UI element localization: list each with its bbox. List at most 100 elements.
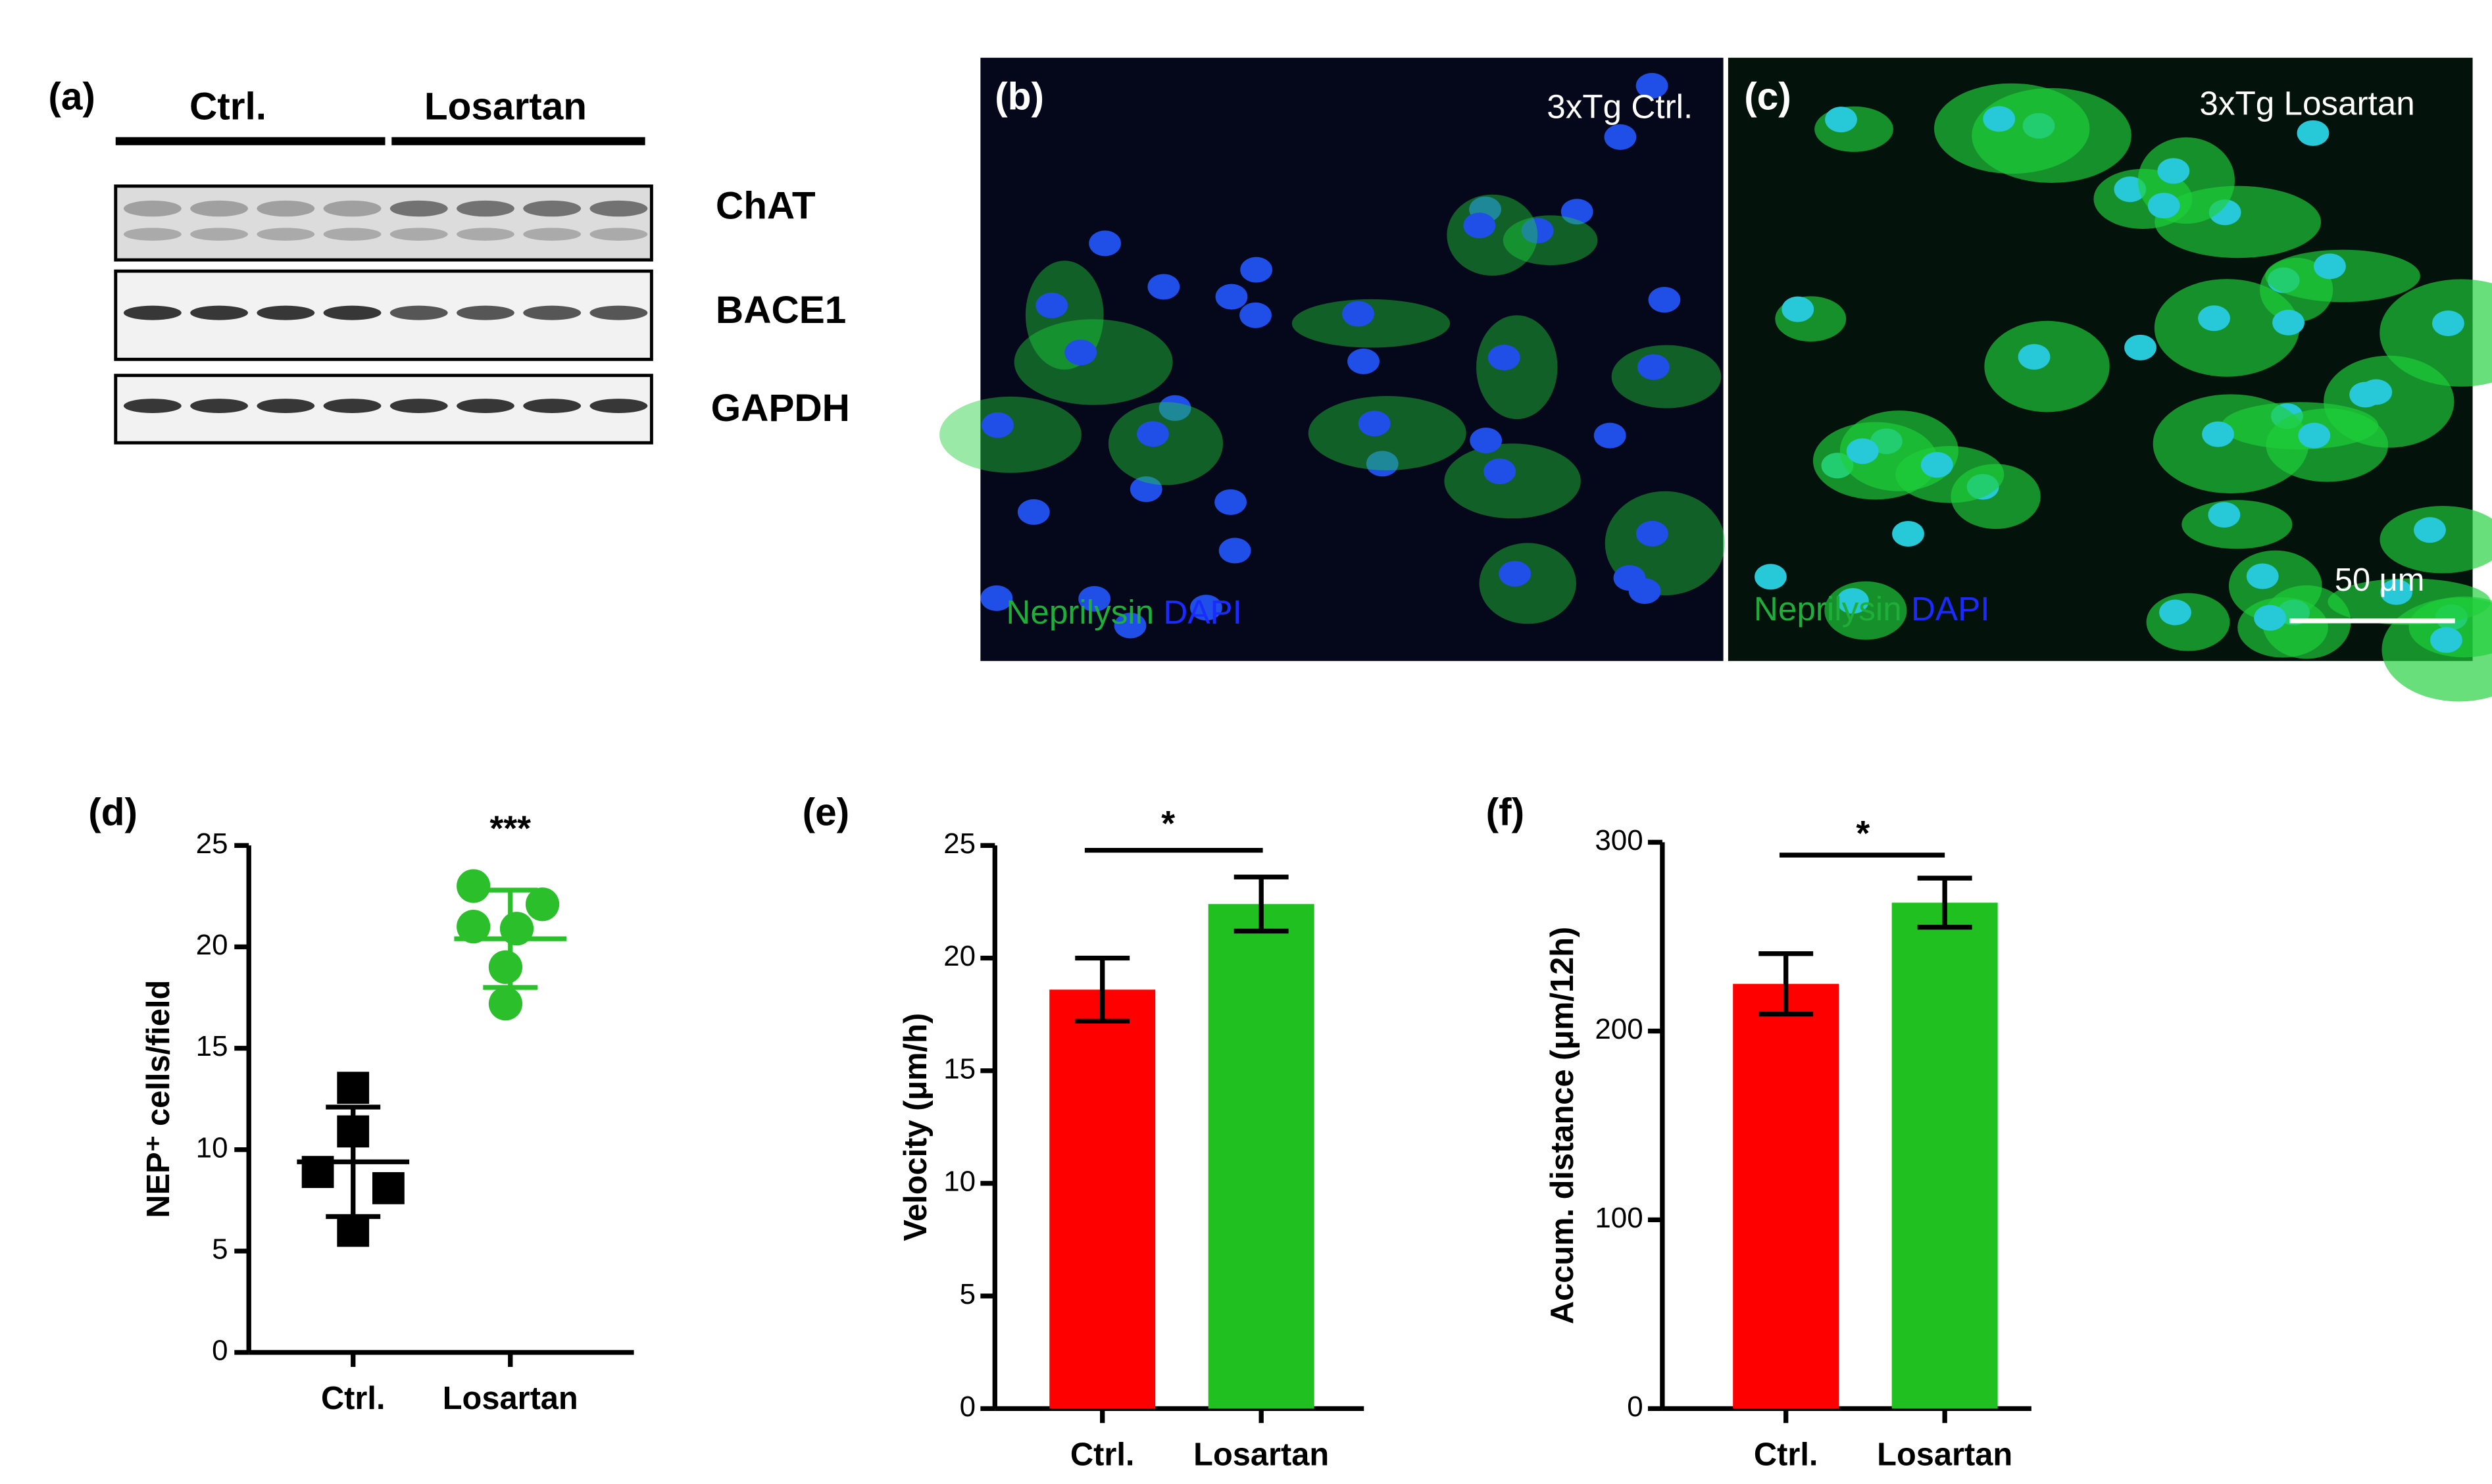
cytoplasm	[2380, 279, 2492, 387]
y-tick-label: 300	[1595, 824, 1643, 856]
band	[389, 228, 448, 241]
nucleus	[980, 585, 1013, 611]
nucleus	[2298, 422, 2331, 449]
band	[389, 200, 448, 217]
row-label: BACE1	[716, 289, 846, 332]
stain: DAPI	[1163, 593, 1242, 631]
y-tick-label: 15	[943, 1052, 976, 1085]
nucleus	[2349, 382, 2382, 408]
nucleus	[2272, 309, 2305, 335]
band	[589, 399, 648, 414]
nucleus	[1114, 612, 1147, 639]
stain-legend: Neprilysin DAPI	[1006, 593, 1242, 631]
nucleus	[1463, 212, 1496, 239]
band	[589, 228, 648, 241]
y-axis-label: NEP⁺ cells/field	[141, 980, 176, 1218]
micrographs: (b) 3xTg Ctrl. Neprilysin DAPI (c) 3xTg …	[939, 57, 2492, 702]
point	[337, 1072, 370, 1104]
nucleus	[1159, 395, 1191, 421]
band	[523, 200, 582, 217]
y-tick-label: 20	[943, 940, 976, 972]
nucleus	[1137, 421, 1169, 447]
cytoplasm	[2265, 249, 2420, 303]
y-tick-label: 5	[212, 1233, 228, 1265]
point	[488, 987, 523, 1021]
bar	[1208, 904, 1314, 1409]
cytoplasm	[1984, 320, 2110, 412]
nucleus	[2430, 627, 2462, 653]
western-blot: (a) Ctrl. Losartan ChAT BACE1 GAPDH	[48, 76, 850, 445]
nucleus	[2018, 343, 2051, 370]
x-tick-label: Losartan	[1193, 1437, 1329, 1472]
nucleus	[1499, 560, 1532, 587]
cytoplasm	[1308, 395, 1466, 470]
cytoplasm	[2154, 279, 2300, 377]
nucleus	[1892, 520, 1924, 547]
cytoplasm	[1611, 345, 1722, 408]
bar	[1049, 989, 1156, 1409]
stain: Neprilysin	[1754, 590, 1902, 628]
cytoplasm	[1933, 83, 2090, 174]
point	[337, 1214, 370, 1247]
nucleus	[2254, 605, 2286, 631]
y-tick-label: 25	[943, 828, 976, 860]
nucleus	[1483, 458, 1516, 485]
y-tick-label: 5	[960, 1278, 976, 1310]
nucleus	[1214, 489, 1247, 515]
band	[123, 228, 182, 241]
bar	[1891, 903, 1998, 1409]
nucleus	[1560, 199, 1593, 225]
stain: DAPI	[1911, 590, 1990, 628]
nucleus	[1648, 287, 1681, 313]
nucleus	[2198, 305, 2230, 332]
band	[523, 399, 582, 414]
cytoplasm	[1108, 402, 1224, 485]
nucleus	[1147, 274, 1180, 300]
nucleus	[2147, 193, 2180, 219]
nucleus	[982, 412, 1014, 438]
band	[190, 305, 248, 320]
nucleus	[2380, 579, 2412, 605]
band	[323, 228, 382, 241]
point	[525, 887, 560, 922]
y-tick-label: 25	[196, 828, 228, 860]
band	[457, 200, 514, 217]
nucleus	[1358, 410, 1391, 437]
cytoplasm	[1291, 299, 1451, 348]
nucleus	[1604, 124, 1637, 150]
group-label: Losartan	[424, 85, 587, 128]
band	[457, 305, 514, 320]
point	[457, 910, 491, 944]
nucleus	[1983, 106, 2016, 132]
panel-label: (e)	[803, 791, 850, 833]
cytoplasm	[939, 396, 1082, 473]
blot-strip	[114, 184, 653, 262]
nucleus	[1635, 520, 1668, 547]
cytoplasm	[1479, 543, 1576, 624]
y-tick-label: 0	[960, 1391, 976, 1423]
nucleus	[1239, 302, 1272, 328]
band	[323, 399, 382, 414]
x-tick-label: Ctrl.	[1754, 1437, 1818, 1472]
nucleus	[1755, 564, 1787, 590]
point	[457, 869, 491, 903]
y-tick-label: 200	[1595, 1013, 1643, 1045]
image-title: 3xTg Losartan	[2199, 84, 2414, 122]
nucleus	[1920, 452, 1953, 478]
x-tick-label: Ctrl.	[1070, 1437, 1135, 1472]
nucleus	[1347, 348, 1380, 374]
band	[523, 305, 582, 320]
nucleus	[2414, 517, 2446, 543]
band	[389, 399, 448, 414]
nucleus	[2314, 253, 2346, 280]
y-tick-label: 15	[196, 1030, 228, 1062]
stain: Neprilysin	[1006, 593, 1154, 631]
significance: *	[1856, 814, 1870, 853]
nucleus	[1366, 451, 1399, 477]
nucleus	[1189, 595, 1222, 621]
nucleus	[1089, 230, 1121, 257]
row-label: GAPDH	[711, 387, 850, 430]
nucleus	[1487, 345, 1520, 371]
nucleus	[2246, 563, 2279, 589]
band	[123, 305, 182, 320]
